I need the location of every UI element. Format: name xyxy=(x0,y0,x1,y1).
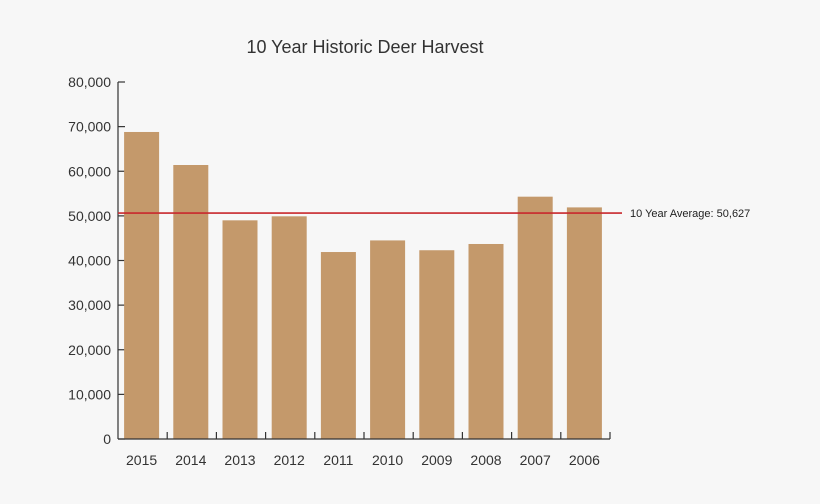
x-tick-label: 2012 xyxy=(274,452,305,468)
y-axis-ticks: 0 10,000 20,000 30,000 40,000 50,000 60,000 70,… xyxy=(68,74,125,447)
bar xyxy=(370,240,406,439)
bar xyxy=(517,196,553,439)
bar xyxy=(271,216,307,439)
x-tick-label: 2015 xyxy=(126,452,157,468)
x-tick-label: 2011 xyxy=(323,452,353,468)
y-tick-label: 0 xyxy=(103,431,111,447)
y-tick-label: 20,000 xyxy=(68,342,111,358)
y-tick-label: 40,000 xyxy=(68,253,111,269)
x-tick-label: 2007 xyxy=(520,452,551,468)
x-tick-label: 2010 xyxy=(372,452,403,468)
x-axis-ticks: 2015 2014 2013 2012 2011 2010 2009 2008 2007 2006 xyxy=(126,432,611,468)
x-tick-label: 2014 xyxy=(175,452,206,468)
x-tick-label: 2013 xyxy=(224,452,255,468)
average-label: 10 Year Average: 50,627 xyxy=(630,208,750,220)
x-tick-label: 2006 xyxy=(569,452,600,468)
bar xyxy=(222,220,258,439)
y-tick-label: 70,000 xyxy=(68,119,111,135)
y-tick-label: 50,000 xyxy=(68,208,111,224)
bar xyxy=(468,243,504,439)
bar xyxy=(419,250,455,439)
y-tick-label: 60,000 xyxy=(68,163,111,179)
y-tick-label: 80,000 xyxy=(68,74,111,90)
bar xyxy=(566,207,602,439)
x-tick-label: 2008 xyxy=(470,452,501,468)
chart-title: 10 Year Historic Deer Harvest xyxy=(246,37,483,57)
y-tick-label: 30,000 xyxy=(68,297,111,313)
y-tick-label: 10,000 xyxy=(68,386,111,402)
bar xyxy=(320,252,356,439)
bars xyxy=(124,131,602,440)
bar xyxy=(124,131,160,440)
bar xyxy=(173,165,209,439)
x-tick-label: 2009 xyxy=(421,452,452,468)
